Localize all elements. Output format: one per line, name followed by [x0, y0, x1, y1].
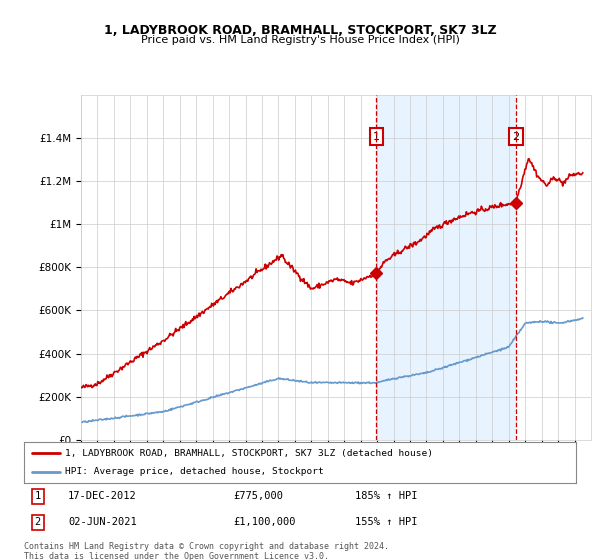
- Text: 2: 2: [512, 132, 519, 142]
- Text: 155% ↑ HPI: 155% ↑ HPI: [355, 517, 418, 528]
- Text: Contains HM Land Registry data © Crown copyright and database right 2024.
This d: Contains HM Land Registry data © Crown c…: [24, 542, 389, 560]
- Text: HPI: Average price, detached house, Stockport: HPI: Average price, detached house, Stoc…: [65, 468, 324, 477]
- Text: 1: 1: [373, 132, 380, 142]
- Text: 2: 2: [35, 517, 41, 528]
- Text: £775,000: £775,000: [234, 491, 284, 501]
- Text: Price paid vs. HM Land Registry's House Price Index (HPI): Price paid vs. HM Land Registry's House …: [140, 35, 460, 45]
- Text: 185% ↑ HPI: 185% ↑ HPI: [355, 491, 418, 501]
- Text: 1: 1: [35, 491, 41, 501]
- Text: 1, LADYBROOK ROAD, BRAMHALL, STOCKPORT, SK7 3LZ (detached house): 1, LADYBROOK ROAD, BRAMHALL, STOCKPORT, …: [65, 449, 433, 458]
- Text: £1,100,000: £1,100,000: [234, 517, 296, 528]
- Text: 1, LADYBROOK ROAD, BRAMHALL, STOCKPORT, SK7 3LZ: 1, LADYBROOK ROAD, BRAMHALL, STOCKPORT, …: [104, 24, 496, 36]
- Text: 02-JUN-2021: 02-JUN-2021: [68, 517, 137, 528]
- Bar: [376, 95, 515, 440]
- Text: 17-DEC-2012: 17-DEC-2012: [68, 491, 137, 501]
